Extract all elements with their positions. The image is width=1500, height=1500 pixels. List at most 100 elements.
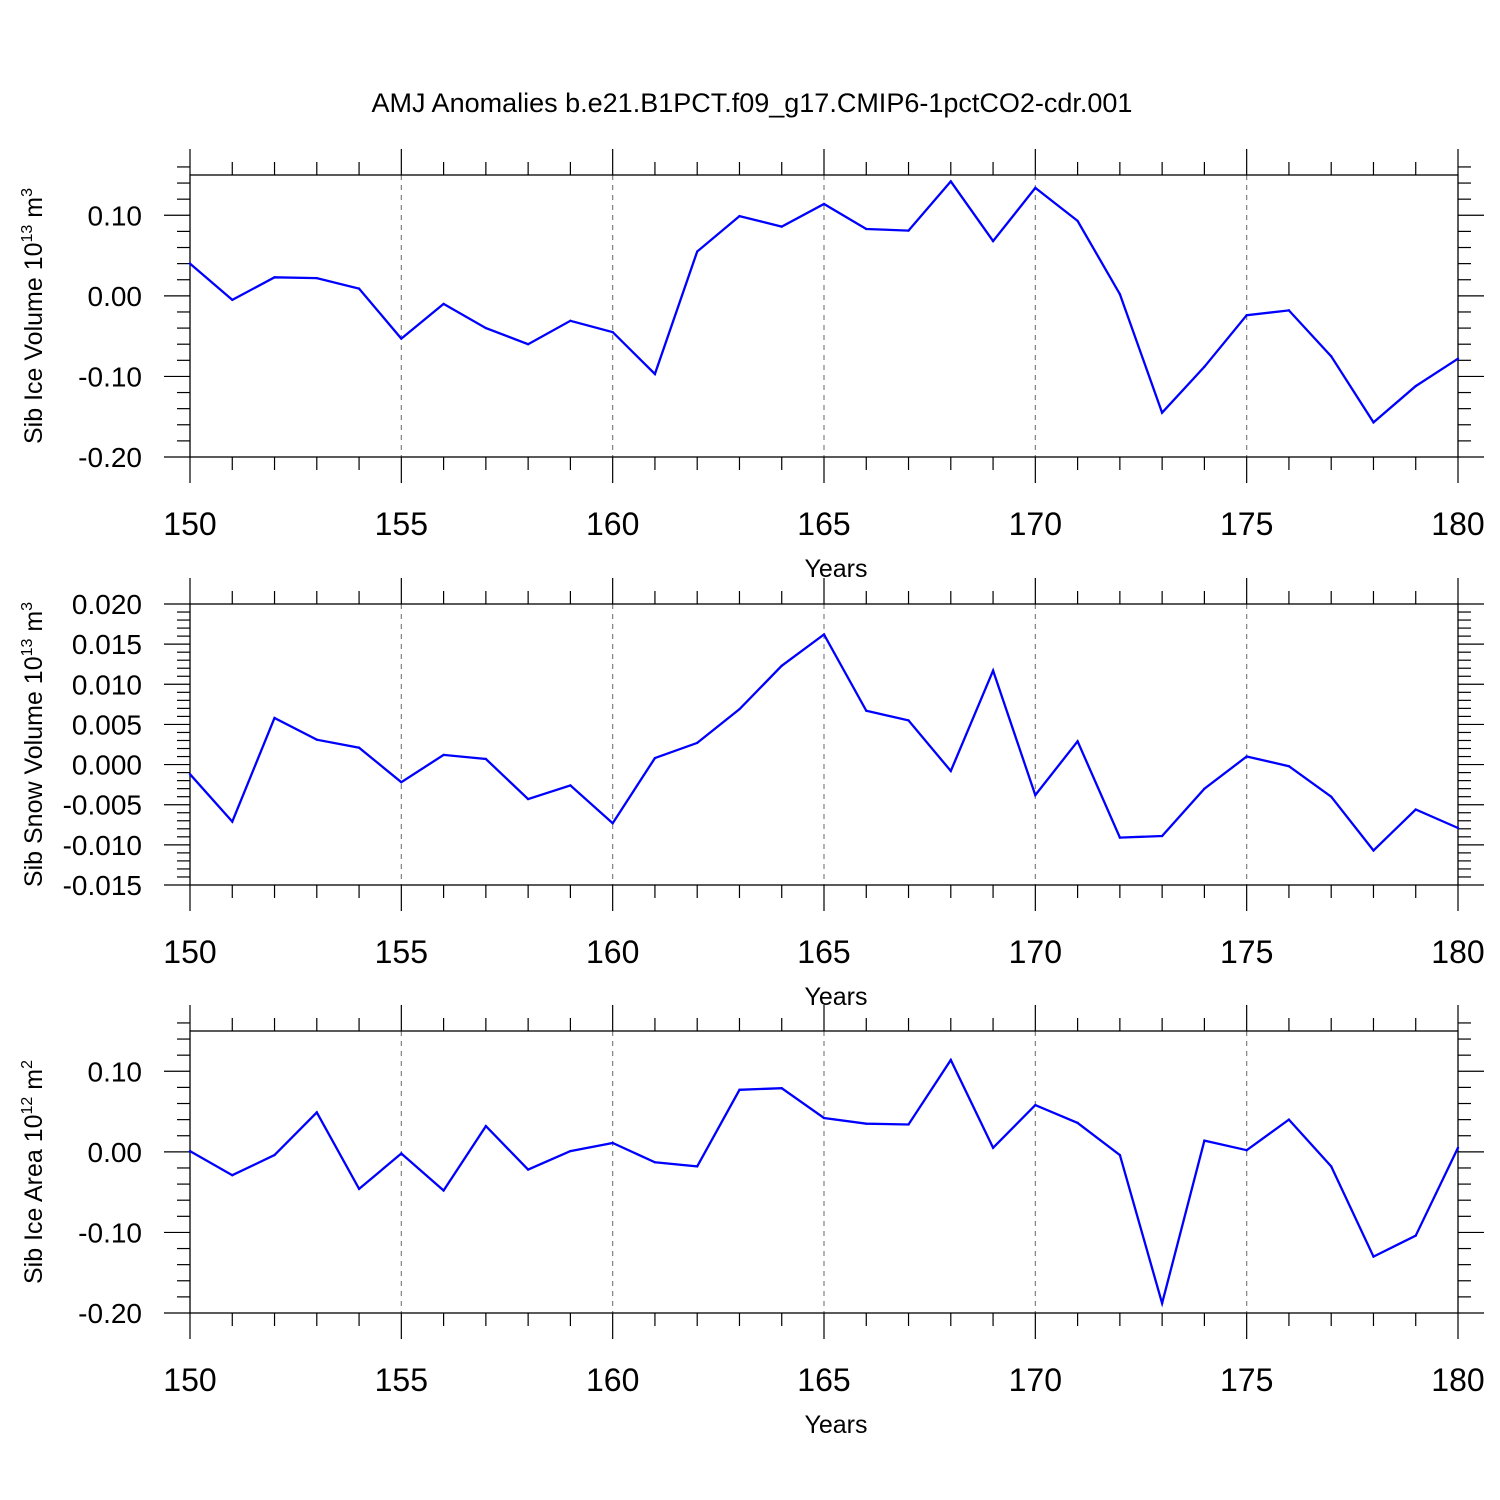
data-point (907, 229, 910, 232)
data-point (991, 1146, 995, 1150)
y-tick-label: -0.005 (63, 790, 142, 821)
data-point (1160, 834, 1164, 838)
y-axis-title: Sib Ice Area 1012 m2 (19, 1060, 48, 1284)
chart-panel-1: 150 155 160 165 170 175 180 -0.20 -0.10 0.00 0.10 Y… (19, 149, 1485, 583)
data-point (1118, 836, 1122, 839)
data-point (315, 738, 318, 741)
data-point (273, 716, 276, 720)
x-tick-label: 175 (1220, 1362, 1273, 1398)
data-point (865, 709, 868, 712)
x-tick-label: 150 (163, 1362, 216, 1398)
y-tick-label: 0.00 (88, 1137, 143, 1168)
data-point (315, 276, 318, 280)
data-point (484, 326, 488, 330)
data-point (1287, 309, 1291, 312)
data-point (484, 1124, 488, 1128)
x-tick-label: 165 (797, 1362, 850, 1398)
data-point (357, 746, 361, 749)
x-tick-label: 165 (797, 934, 850, 970)
data-point (611, 1141, 614, 1145)
x-tick-label: 150 (163, 934, 216, 970)
data-point (526, 343, 530, 346)
data-point (442, 753, 445, 757)
data-point (1034, 793, 1037, 797)
data-point (611, 330, 614, 334)
data-point (569, 784, 572, 787)
y-tick-label: -0.010 (63, 830, 142, 861)
data-point (1456, 357, 1460, 360)
data-point (865, 227, 868, 231)
x-tick-label: 180 (1431, 934, 1484, 970)
data-point (357, 1187, 361, 1191)
data-point (738, 214, 741, 218)
x-axis-title: Years (804, 983, 867, 1011)
y-tick-label: 0.020 (72, 589, 142, 620)
data-point (780, 664, 783, 668)
data-point (231, 298, 234, 302)
data-point (1372, 849, 1375, 852)
data-point (907, 719, 910, 722)
data-point (1160, 1302, 1164, 1305)
data-point (1456, 826, 1460, 830)
x-tick-label: 155 (375, 1362, 428, 1398)
data-point (1118, 293, 1122, 296)
data-point (780, 1087, 783, 1090)
data-point (1245, 1149, 1248, 1152)
y-tick-label: 0.015 (72, 629, 142, 660)
y-axis-title: Sib Snow Volume 1013 m3 (19, 602, 48, 887)
data-point (865, 1122, 868, 1125)
data-point (569, 1149, 572, 1153)
data-point (1245, 313, 1248, 317)
data-point (231, 820, 234, 823)
data-point (188, 1149, 192, 1153)
data-point (1034, 1103, 1037, 1107)
data-point (400, 1152, 403, 1155)
data-point (1414, 384, 1417, 388)
data-point (822, 202, 826, 206)
x-tick-label: 180 (1431, 506, 1484, 542)
data-point (188, 262, 192, 265)
chart-panel-2: 150 155 160 165 170 175 180 -0.015 -0.010 -0.005 0… (19, 578, 1485, 1011)
data-point (526, 797, 530, 801)
data-point (1034, 186, 1037, 190)
data-point (1414, 1234, 1417, 1237)
data-point (1076, 740, 1079, 743)
data-point (1287, 1118, 1291, 1121)
x-tick-label: 170 (1009, 934, 1062, 970)
data-point (822, 1116, 826, 1120)
data-point (696, 1165, 699, 1168)
data-point (1118, 1153, 1122, 1157)
data-point (1287, 764, 1291, 768)
y-tick-label: -0.10 (78, 361, 142, 392)
data-point (357, 287, 361, 290)
data-point (484, 757, 488, 761)
x-tick-label: 160 (586, 506, 639, 542)
data-point (949, 1058, 952, 1062)
data-point (822, 633, 826, 636)
chart-panel-3: 150 155 160 165 170 175 180 -0.20 -0.10 0.00 0.10 Y… (19, 1005, 1485, 1439)
data-point (780, 225, 783, 228)
data-point (1456, 1146, 1460, 1150)
data-point (1372, 421, 1375, 424)
x-tick-label: 155 (375, 934, 428, 970)
y-tick-label: 0.010 (72, 669, 142, 700)
data-point (653, 372, 657, 376)
data-point (653, 756, 657, 760)
data-point (907, 1123, 910, 1126)
data-point (231, 1174, 234, 1177)
data-point (526, 1168, 530, 1171)
x-tick-label: 155 (375, 506, 428, 542)
data-point (1330, 355, 1333, 358)
y-tick-label: 0.10 (88, 1056, 143, 1087)
data-point (1330, 1165, 1333, 1168)
data-point (273, 1153, 276, 1157)
data-point (1414, 808, 1417, 811)
data-point (696, 250, 699, 253)
data-point (611, 821, 614, 825)
x-tick-label: 160 (586, 1362, 639, 1398)
data-point (1372, 1255, 1375, 1258)
x-tick-label: 170 (1009, 506, 1062, 542)
data-point (1203, 1139, 1206, 1142)
data-point (1330, 795, 1333, 798)
